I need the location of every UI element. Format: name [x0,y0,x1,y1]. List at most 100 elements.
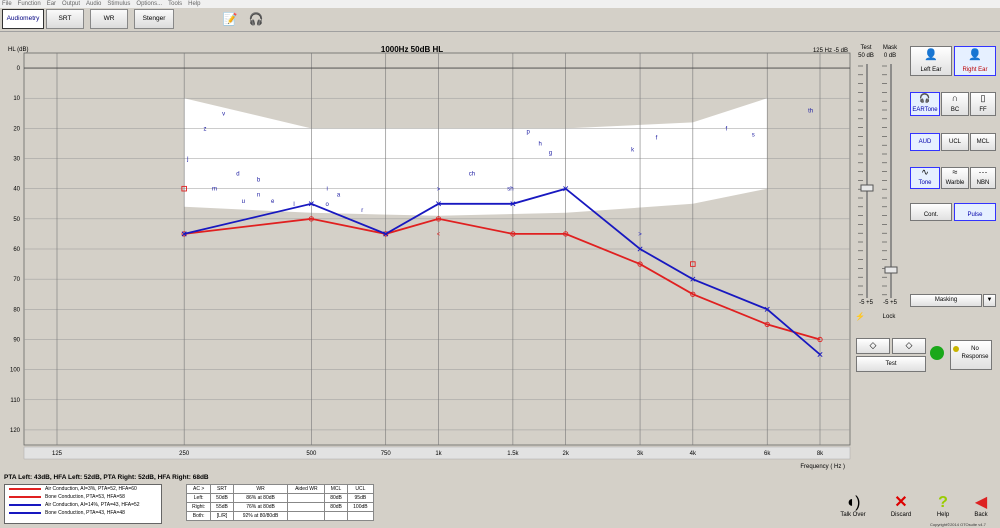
table-cell [287,502,326,512]
x-tick-label: 125 [52,451,63,457]
menu-item[interactable]: Help [188,1,201,7]
bone-conductor-icon: ∩ [951,93,959,103]
test-slider-value: 50 dB [858,53,874,59]
data-point [690,276,696,282]
continuous-label: Cont. [923,212,939,218]
level-down-button[interactable]: ◇ [856,338,890,354]
no-response-button[interactable]: No Response [950,340,992,370]
mcl-button[interactable]: MCL [970,133,996,151]
no-response-icon [953,346,959,352]
table-cell: UCL [346,484,375,494]
x-tick-label: 6k [764,451,771,457]
continuous-button[interactable]: Cont. [910,203,952,221]
level-up-button[interactable]: ◇ [892,338,926,354]
menu-item[interactable]: Audio [86,1,102,7]
eartone-label: EARTone [912,107,938,113]
table-cell [287,493,326,503]
phoneme-label: p [526,129,530,135]
bone-marker: < [437,232,441,238]
test-slider-thumb[interactable] [860,184,874,192]
data-point [308,201,314,207]
table-cell [346,511,375,521]
table-cell: Left: [185,493,212,503]
aud-button[interactable]: AUD [910,133,940,151]
masking-dropdown-arrow-icon[interactable]: ▼ [983,294,996,307]
tab-wr[interactable]: WR [90,9,128,29]
table-cell: 55dB [210,502,234,512]
masking-dropdown[interactable]: Masking [910,294,982,307]
menu-item[interactable]: Options... [136,1,163,7]
tab-srt[interactable]: SRT [46,9,84,29]
data-point [817,336,823,343]
help-button[interactable]: ? Help [926,494,960,518]
back-button[interactable]: ◀ Back [964,494,998,518]
data-point [690,291,696,297]
legend-label: Bone Conduction, PTA=53, HFA=58 [45,494,125,500]
talk-over-button[interactable]: ◖) Talk Over [836,494,870,518]
discard-button[interactable]: ✕ Discard [884,494,918,518]
table-cell: WR [232,484,289,494]
data-point [637,246,643,252]
series-line [184,217,821,341]
help-label: Help [936,512,950,518]
warble-button[interactable]: Warble [941,167,969,189]
table-cell[interactable]: AC > [185,484,212,494]
x-axis-label: Frequency ( Hz ) [800,464,845,470]
audiogram[interactable]: v z j d b m n u e l i a o r ch sh p h g k f f s th < > > 0 10 20 30 4… [0,43,852,471]
lock-label[interactable]: Lock [882,314,896,320]
menu-item[interactable]: Ear [46,1,57,7]
menu-item[interactable]: File [2,1,12,7]
phoneme-label: ch [469,172,475,178]
phoneme-label: m [212,187,217,193]
x-tick-label: 750 [381,451,392,457]
table-cell: [L/R] [210,511,234,521]
left-ear-button[interactable]: Left Ear [910,46,952,76]
notes-icon[interactable]: 📝 [222,12,238,26]
phoneme-label: u [242,199,245,205]
ucl-button[interactable]: UCL [941,133,969,151]
phoneme-label: o [325,202,329,208]
left-ear-icon: 👤 [924,49,938,61]
tone-label: Tone [918,180,932,186]
y-tick-label: 100 [10,368,21,374]
phoneme-label: f [725,126,727,132]
test-slider-title: Test [860,45,872,51]
phoneme-label: g [549,151,552,157]
test-label: Test [885,361,897,367]
x-tick-label: 4k [690,451,697,457]
menu-item[interactable]: Function [17,1,41,7]
table-cell: SRT [210,484,234,494]
menu-item[interactable]: Output [62,1,81,7]
test-button[interactable]: Test [856,356,926,372]
phoneme-label: sh [507,187,513,193]
x-tick-label: 3k [637,451,644,457]
tab-stenger[interactable]: Stenger [134,9,174,29]
sine-wave-icon: ∿ [921,167,929,177]
phoneme-label: s [752,132,755,138]
legend: Air Conduction, AI=3%, PTA=52, HFA=60 Bo… [4,484,162,524]
menu-item[interactable]: Tools [168,1,183,7]
table-row: Both: [L/R] 92% at 80/80dB [185,511,375,521]
link-icon[interactable]: ⚡ [855,312,865,321]
tone-button[interactable]: Tone [910,167,940,189]
right-ear-icon: 👤 [968,49,982,61]
masking-label: Masking [934,297,958,303]
tab-audiometry[interactable]: Audiometry [2,9,44,29]
menu-item[interactable]: Stimulus [107,1,131,7]
headphones-icon[interactable]: 🎧 [248,12,264,26]
table-cell: Aided WR [287,484,326,494]
menu-bar: File Function Ear Output Audio Stimulus Option… [0,0,1000,8]
table-cell: MCL [324,484,348,494]
table-cell: 86% at 80dB [232,493,289,503]
y-tick-label: 20 [13,126,20,132]
speaker-icon: ◖) [845,494,861,511]
right-ear-button[interactable]: Right Ear [954,46,996,76]
table-cell: Right: [185,502,212,512]
eartone-button[interactable]: EARTone [910,92,940,116]
mask-slider-thumb[interactable] [884,266,898,274]
ff-button[interactable]: FF [970,92,996,116]
pulse-button[interactable]: Pulse [954,203,996,221]
bc-button[interactable]: BC [941,92,969,116]
series-line [183,187,821,356]
nbn-button[interactable]: NBN [970,167,996,189]
